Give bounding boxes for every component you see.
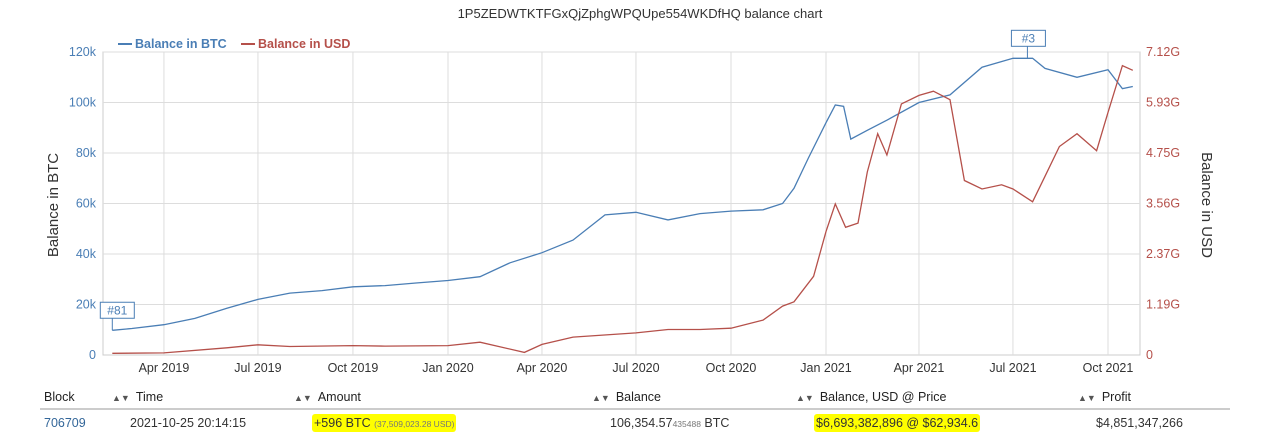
chart-svg: 1P5ZEDWTKTFGxQjZphgWPQUpe554WKDfHQ balan… xyxy=(45,6,1215,375)
x-tick-label: Jan 2021 xyxy=(800,361,851,375)
header-amount-label: Amount xyxy=(317,390,361,404)
x-tick-label: Oct 2019 xyxy=(328,361,379,375)
x-tick-label: Oct 2021 xyxy=(1083,361,1134,375)
amount-highlight: +596 BTC (37,509,023.28 USD) xyxy=(312,414,457,432)
y-left-tick-label: 60k xyxy=(76,197,97,211)
chart-annotations: #81 #3 xyxy=(99,29,1046,331)
annotation-box xyxy=(1010,29,1046,47)
sort-arrows-icon: ▲▼ xyxy=(294,393,312,403)
y-left-tick-label: 120k xyxy=(69,45,97,59)
x-tick-label: Jul 2020 xyxy=(612,361,659,375)
x-tick-label: Apr 2020 xyxy=(517,361,568,375)
x-tick-label: Jan 2020 xyxy=(422,361,473,375)
block-link[interactable]: 706709 xyxy=(44,416,86,430)
table-row: 706709 2021-10-25 20:14:15 +596 BTC (37,… xyxy=(40,409,1230,436)
chart-legend[interactable]: Balance in BTC Balance in USD xyxy=(118,37,350,51)
sort-arrows-icon: ▲▼ xyxy=(796,393,814,403)
sort-arrows-icon: ▲▼ xyxy=(112,393,130,403)
sort-arrows-icon: ▲▼ xyxy=(592,393,610,403)
header-balance-label: Balance xyxy=(615,390,662,404)
annotation-label: #81 xyxy=(107,303,127,317)
balance-chart: 1P5ZEDWTKTFGxQjZphgWPQUpe554WKDfHQ balan… xyxy=(45,6,1215,375)
balance-fraction: 435488 xyxy=(672,419,701,429)
series-usd-line xyxy=(112,64,1134,354)
header-balance[interactable]: ▲▼ Balance xyxy=(588,386,792,410)
cell-amount: +596 BTC (37,509,023.28 USD) xyxy=(290,409,588,436)
balance-usd-highlight: $6,693,382,896 @ $62,934.6 xyxy=(814,414,981,432)
sort-arrows-icon: ▲▼ xyxy=(1078,393,1096,403)
table-header-row: Block ▲▼ Time ▲▼ Amount ▲▼ Balance ▲▼ Balanc… xyxy=(40,386,1230,410)
y-left-tick-label: 0 xyxy=(89,348,96,362)
y-left-tick-label: 20k xyxy=(76,298,97,312)
y-axis-left-title: Balance in BTC xyxy=(45,153,62,257)
y-right-tick-label: 2.37G xyxy=(1146,247,1180,261)
x-tick-label: Apr 2019 xyxy=(139,361,190,375)
header-amount[interactable]: ▲▼ Amount xyxy=(290,386,588,410)
y-right-tick-label: 0 xyxy=(1146,348,1153,362)
y-right-tick-label: 7.12G xyxy=(1146,45,1180,59)
x-axis-ticks: Apr 2019 Jul 2019 Oct 2019 Jan 2020 Apr 2020… xyxy=(139,361,1134,375)
chart-series xyxy=(112,57,1134,354)
header-profit[interactable]: ▲▼ Profit xyxy=(1074,386,1230,410)
header-balance-usd-label: Balance, USD @ Price xyxy=(819,390,947,404)
y-right-tick-label: 5.93G xyxy=(1146,96,1180,110)
y-right-tick-label: 1.19G xyxy=(1146,297,1180,311)
transactions-table: Block ▲▼ Time ▲▼ Amount ▲▼ Balance ▲▼ Balanc… xyxy=(40,386,1230,436)
cell-balance: 106,354.57435488 BTC xyxy=(588,409,792,436)
x-tick-label: Jul 2021 xyxy=(989,361,1036,375)
header-balance-usd[interactable]: ▲▼ Balance, USD @ Price xyxy=(792,386,1074,410)
balance-unit: BTC xyxy=(704,416,730,430)
y-axis-left: 0 20k 40k 60k 80k 100k 120k xyxy=(69,45,97,362)
header-block-label: Block xyxy=(44,390,75,404)
cell-balance-usd: $6,693,382,896 @ $62,934.6 xyxy=(792,409,1074,436)
header-time-label: Time xyxy=(135,390,164,404)
amount-btc: +596 BTC xyxy=(314,416,371,430)
amount-usd: (37,509,023.28 USD) xyxy=(374,419,455,429)
annotation-label: #3 xyxy=(1022,31,1036,45)
chart-grid xyxy=(102,51,1141,356)
y-left-tick-label: 80k xyxy=(76,146,97,160)
y-right-tick-label: 4.75G xyxy=(1146,146,1180,160)
header-profit-label: Profit xyxy=(1101,390,1132,404)
chart-title: 1P5ZEDWTKTFGxQjZphgWPQUpe554WKDfHQ balan… xyxy=(458,6,823,21)
x-tick-label: Oct 2020 xyxy=(706,361,757,375)
header-block[interactable]: Block xyxy=(40,386,108,410)
cell-profit: $4,851,347,266 xyxy=(1096,416,1183,430)
x-tick-label: Apr 2021 xyxy=(894,361,945,375)
cell-time: 2021-10-25 20:14:15 xyxy=(130,416,247,430)
y-axis-right: 0 1.19G 2.37G 3.56G 4.75G 5.93G 7.12G xyxy=(1146,45,1180,362)
legend-usd-label[interactable]: Balance in USD xyxy=(258,37,350,51)
cell-block[interactable]: 706709 xyxy=(40,409,108,436)
y-right-tick-label: 3.56G xyxy=(1146,197,1180,211)
series-btc-line xyxy=(112,57,1133,331)
header-time[interactable]: ▲▼ Time xyxy=(108,386,290,410)
balance-main: 106,354.57 xyxy=(610,416,673,430)
legend-btc-label[interactable]: Balance in BTC xyxy=(135,37,227,51)
x-tick-label: Jul 2019 xyxy=(234,361,281,375)
y-left-tick-label: 40k xyxy=(76,247,97,261)
annotation-box xyxy=(99,301,135,319)
y-axis-right-title: Balance in USD xyxy=(1198,152,1215,258)
y-left-tick-label: 100k xyxy=(69,96,97,110)
